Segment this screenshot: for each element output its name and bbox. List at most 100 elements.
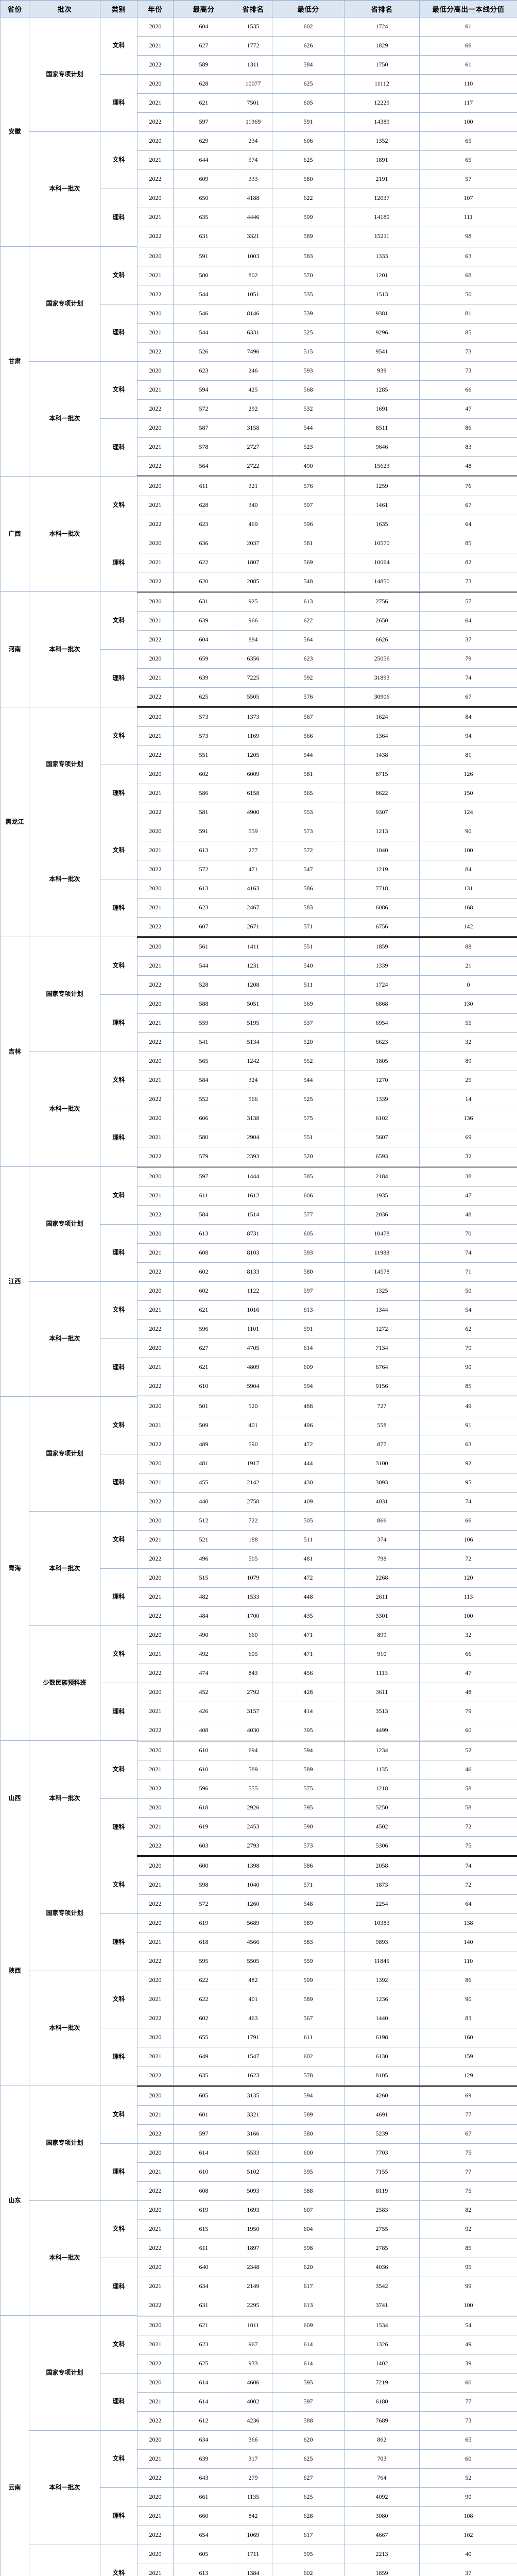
- highest-score-cell: 620: [173, 572, 234, 592]
- year-cell: 2020: [137, 2487, 174, 2507]
- province-cell: 山东: [0, 2086, 29, 2316]
- year-cell: 2021: [137, 437, 174, 457]
- highest-rank-cell: 4566: [234, 1933, 272, 1952]
- above-line-cell: 84: [419, 707, 517, 727]
- highest-score-cell: 608: [173, 2181, 234, 2201]
- table-row: 理科 2020 618 2926 595 5250 58: [1, 1798, 517, 1856]
- table-row: 2022 611 1897 598 2785 85: [1, 2239, 517, 2258]
- highest-rank-cell: 5093: [234, 2181, 272, 2201]
- table-row: 2021 584 324 544 1270 25: [1, 1071, 517, 1090]
- year-cell: 2022: [137, 1319, 174, 1339]
- highest-rank-cell: 5505: [234, 687, 272, 708]
- category-cell: 理科: [100, 1454, 137, 1512]
- above-line-cell: 67: [419, 687, 517, 708]
- lowest-rank-cell: 4036: [344, 2258, 420, 2277]
- highest-score-cell: 614: [173, 2392, 234, 2412]
- above-line-cell: 76: [419, 476, 517, 496]
- highest-rank-cell: 660: [234, 1625, 272, 1645]
- highest-score-cell: 611: [173, 1186, 234, 1206]
- above-line-cell: 74: [419, 1856, 517, 1876]
- year-cell: 2021: [137, 1473, 174, 1493]
- lowest-rank-cell: 6756: [344, 917, 420, 938]
- table-row: 本科一批次 文科 2020 629 234 606 1352 65: [1, 131, 517, 247]
- highest-score-cell: 604: [173, 630, 234, 650]
- table-row: 2021 639 317 625 703 60: [1, 2449, 517, 2469]
- table-row: 2021 621 4809 609 6764 90: [1, 1358, 517, 1377]
- table-row: 2022 608 5093 588 8119 75: [1, 2181, 517, 2201]
- highest-rank-cell: 2926: [234, 1798, 272, 1818]
- above-line-cell: 75: [419, 1836, 517, 1857]
- category-cell: 文科: [100, 361, 137, 419]
- highest-rank-cell: 1101: [234, 1319, 272, 1339]
- highest-rank-cell: 5102: [234, 2162, 272, 2182]
- category-cell: 文科: [100, 2545, 137, 2576]
- above-line-cell: 58: [419, 1798, 517, 1818]
- lowest-score-cell: 547: [272, 860, 344, 879]
- above-line-cell: 37: [419, 630, 517, 650]
- table-row: 2022 654 1069 617 4667 102: [1, 2526, 517, 2545]
- highest-score-cell: 515: [173, 1568, 234, 1588]
- lowest-rank-cell: 764: [344, 2468, 420, 2488]
- highest-score-cell: 610: [173, 1377, 234, 1397]
- year-cell: 2021: [137, 1071, 174, 1090]
- lowest-score-cell: 591: [272, 1319, 344, 1339]
- above-line-cell: 54: [419, 2315, 517, 2335]
- category-cell: 理科: [100, 2258, 137, 2316]
- above-line-cell: 50: [419, 1281, 517, 1301]
- category-cell: 文科: [100, 131, 137, 189]
- header-batch: 批次: [29, 0, 100, 18]
- table-row: 2021 580 802 570 1201 68: [1, 266, 517, 285]
- lowest-rank-cell: 1326: [344, 2335, 420, 2354]
- above-line-cell: 95: [419, 1473, 517, 1493]
- highest-rank-cell: 5195: [234, 1013, 272, 1033]
- above-line-cell: 60: [419, 2449, 517, 2469]
- highest-score-cell: 580: [173, 266, 234, 285]
- highest-rank-cell: 1612: [234, 1186, 272, 1206]
- year-cell: 2022: [137, 975, 174, 995]
- highest-score-cell: 541: [173, 1032, 234, 1052]
- year-cell: 2020: [137, 1798, 174, 1818]
- lowest-rank-cell: 1325: [344, 1281, 420, 1301]
- year-cell: 2021: [137, 1416, 174, 1435]
- highest-score-cell: 612: [173, 2411, 234, 2431]
- header-lowest-rank: 省排名: [344, 0, 420, 18]
- category-cell: 文科: [100, 937, 137, 995]
- batch-cell: 少数民族预科班: [29, 2545, 100, 2576]
- table-row: 理科 2020 619 5689 589 10383 138: [1, 1913, 517, 1971]
- category-cell: 理科: [100, 418, 137, 477]
- year-cell: 2021: [137, 1990, 174, 2009]
- lowest-score-cell: 472: [272, 1568, 344, 1588]
- highest-rank-cell: 366: [234, 2430, 272, 2450]
- lowest-rank-cell: 7689: [344, 2411, 420, 2431]
- lowest-score-cell: 511: [272, 975, 344, 995]
- year-cell: 2020: [137, 2028, 174, 2047]
- table-row: 吉林 国家专项计划 文科 2020 561 1411 551 1859 88: [0, 937, 517, 1167]
- lowest-rank-cell: 1113: [344, 1664, 420, 1683]
- lowest-rank-cell: 727: [344, 1396, 420, 1416]
- table-row: 2022 496 505 481 798 72: [1, 1549, 517, 1569]
- year-cell: 2020: [137, 1224, 174, 1244]
- table-row: 本科一批次 文科 2020 619 1693 607 2583 82: [1, 2200, 517, 2316]
- lowest-rank-cell: 6102: [344, 1109, 420, 1128]
- year-cell: 2021: [137, 1875, 174, 1895]
- above-line-cell: 79: [419, 649, 517, 669]
- lowest-rank-cell: 6593: [344, 1147, 420, 1167]
- year-cell: 2021: [137, 1243, 174, 1263]
- lowest-rank-cell: 1829: [344, 36, 420, 56]
- lowest-rank-cell: 1234: [344, 1740, 420, 1760]
- lowest-score-cell: 567: [272, 707, 344, 727]
- table-row: 2022 572 1260 548 2254 64: [1, 1894, 517, 1914]
- category-cell: 理科: [100, 649, 137, 707]
- year-cell: 2021: [137, 1013, 174, 1033]
- lowest-rank-cell: 7703: [344, 2143, 420, 2163]
- highest-rank-cell: 842: [234, 2506, 272, 2526]
- table-row: 2022 474 843 456 1113 47: [1, 1664, 517, 1683]
- lowest-score-cell: 600: [272, 2143, 344, 2163]
- highest-score-cell: 544: [173, 285, 234, 304]
- table-row: 2022 564 2722 490 15623 48: [1, 456, 517, 477]
- highest-score-cell: 602: [173, 1262, 234, 1282]
- highest-rank-cell: 425: [234, 380, 272, 400]
- category-cell: 理科: [100, 1338, 137, 1397]
- highest-score-cell: 628: [173, 496, 234, 515]
- highest-rank-cell: 1533: [234, 1587, 272, 1607]
